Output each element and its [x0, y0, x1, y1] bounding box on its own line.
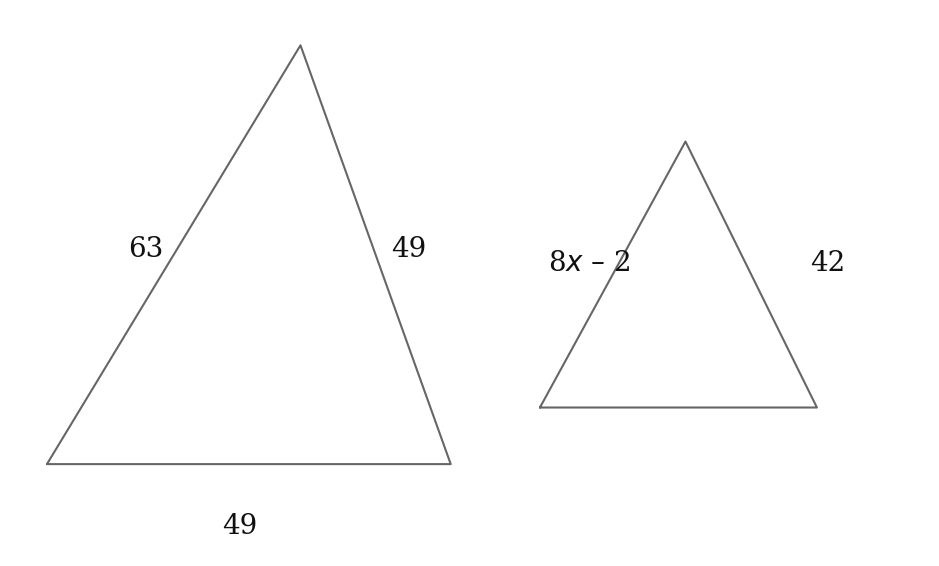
Text: 49: 49	[391, 235, 426, 263]
Text: 49: 49	[222, 513, 257, 540]
Text: 42: 42	[810, 250, 846, 277]
Text: 63: 63	[128, 235, 163, 263]
Text: 8$x$ – 2: 8$x$ – 2	[548, 250, 631, 277]
